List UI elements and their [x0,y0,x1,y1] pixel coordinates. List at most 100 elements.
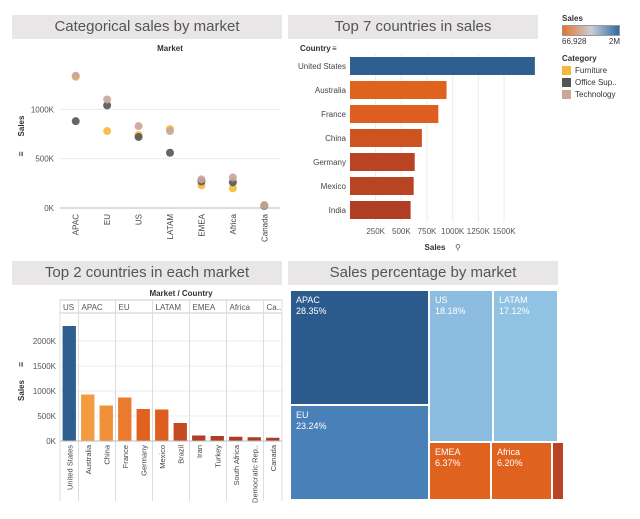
bar [229,436,243,441]
top7-title: Top 7 countries in sales [288,15,538,39]
market-header: EMEA [193,303,216,312]
x-tick-label: 1500K [492,227,516,236]
y-tick-label: France [321,110,346,119]
x-tick-label: United States [65,445,74,490]
y-tick-label: Australia [315,86,347,95]
legend-label: Office Sup.. [575,78,617,87]
y-tick-label: 1500K [33,362,57,371]
top2-bar-chart: Market / Country 0K 500K 1000K 1500K 2000K Sal… [16,289,283,503]
top7-bar-chart: Country ≡ 250K 500K 750K 1000K 1250K 1500K Unite… [298,44,535,252]
x-tick-label: France [121,445,130,468]
treemap-cell[interactable]: US 18.18% [429,290,493,442]
legend: Sales 66,928 2M Category Furniture Offic… [562,14,638,99]
x-tick-label: 1250K [467,227,491,236]
x-tick-label: South Africa [232,444,241,485]
x-tick-label: 250K [366,227,385,236]
x-tick-label: APAC [72,214,81,235]
scatter-point [197,175,206,184]
treemap-cell[interactable] [552,442,564,500]
scatter-point [228,184,237,193]
y-axis-label: Sales [17,115,26,136]
scatter-point [71,71,80,80]
treemap-label: APAC [296,295,320,305]
bar [350,81,447,99]
scatter-header: Market [157,44,183,53]
x-tick-label: Iran [195,445,204,458]
y-tick-label: 2000K [33,337,57,346]
top2-title: Top 2 countries in each market [12,261,282,285]
x-tick-label: Canada [269,444,278,471]
x-tick-label: Mexico [158,445,167,469]
treemap-cell[interactable]: EMEA 6.37% [429,442,491,500]
bar [350,153,415,171]
legend-label: Furniture [575,66,608,75]
treemap-value: 6.37% [435,458,461,468]
x-tick-label: EMEA [197,213,206,236]
bar [210,436,224,441]
sort-icon: ≡ [16,151,26,156]
market-header: LATAM [156,303,182,312]
bar [192,435,206,441]
scatter-chart: Market 0K 500K 1000K Sales ≡ APAC EU US LATAM EMEA… [16,44,280,242]
treemap-value: 28.35% [296,306,327,316]
scatter-point [228,173,237,182]
y-tick-label: 500K [35,155,54,164]
legend-label: Technology [575,90,616,99]
x-axis-label: Sales [425,243,446,252]
treemap-cell[interactable]: LATAM 17.12% [493,290,558,442]
bar [266,437,280,441]
swatch-furniture [562,66,571,75]
bar [350,105,439,123]
y-tick-label: 1000K [31,105,55,114]
y-tick-label: 500K [37,412,56,421]
x-tick-label: Africa [229,213,238,234]
legend-sales-max: 2M [608,37,620,46]
x-tick-label: 1000K [441,227,465,236]
bar [350,201,411,219]
pin-icon: ⚲ [455,243,461,252]
legend-item-technology[interactable]: Technology [562,90,638,99]
scatter-point [166,148,174,157]
x-tick-label: US [135,214,144,225]
y-axis-label: Sales [17,379,26,400]
bar [350,57,535,75]
legend-category-title: Category [562,54,597,63]
bar [62,326,76,441]
y-tick-label: Germany [313,158,346,167]
treemap-label: Africa [497,447,521,457]
swatch-office-supplies [562,78,571,87]
x-tick-label: Germany [139,445,148,476]
legend-item-furniture[interactable]: Furniture [562,66,638,75]
bar [173,423,187,441]
treemap-label: LATAM [499,295,528,305]
scatter-point [71,117,80,126]
market-header: Ca.. [267,303,282,312]
bar [118,397,132,441]
market-header: EU [119,303,130,312]
scatter-point [134,132,143,141]
y-tick-label: 0K [46,437,56,446]
scatter-title: Categorical sales by market [12,15,282,39]
treemap-value: 18.18% [435,306,466,316]
x-tick-label: Turkey [213,445,222,468]
x-tick-label: Democratic Rep.. [250,445,259,503]
sort-icon: ≡ [332,44,337,53]
bar [350,129,422,147]
treemap: APAC 28.35% EU 23.24% US 18.18% LATAM 17.12% EME… [290,290,564,500]
treemap-label: US [435,295,448,305]
legend-item-office-supplies[interactable]: Office Sup.. [562,78,638,87]
treemap-value: 23.24% [296,421,327,431]
treemap-label: EMEA [435,447,461,457]
y-tick-label: 0K [44,204,54,213]
treemap-cell[interactable]: APAC 28.35% [290,290,429,405]
treemap-label: EU [296,410,309,420]
treemap-cell[interactable]: Africa 6.20% [491,442,552,500]
y-tick-label: Mexico [321,182,347,191]
bar [247,437,261,441]
sort-icon: ≡ [16,362,26,367]
bar [99,405,113,441]
treemap-cell[interactable]: EU 23.24% [290,405,429,500]
x-tick-label: China [102,444,111,464]
legend-sales-min: 66,928 [562,37,587,46]
scatter-point [260,201,269,210]
